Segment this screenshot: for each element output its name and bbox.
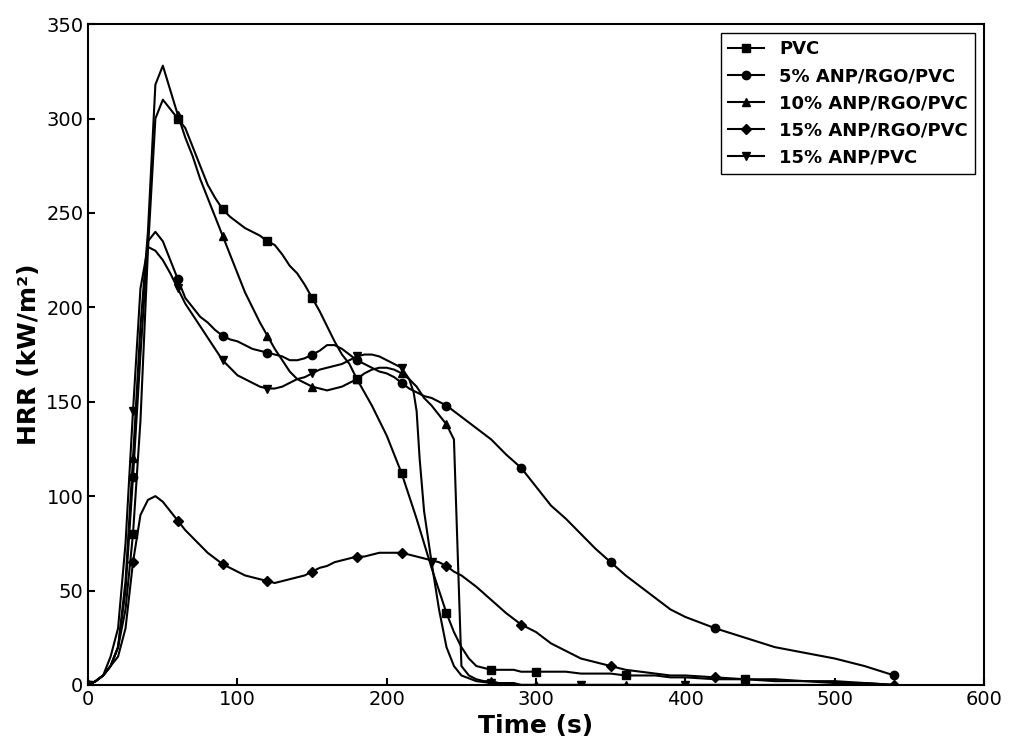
PVC [276, 250, 288, 259]
15% ANP/PVC [186, 310, 199, 319]
5% ANP/RGO/PVC [269, 350, 281, 359]
5% ANP/RGO/PVC [83, 680, 95, 689]
15% ANP/RGO/PVC [269, 578, 281, 587]
15% ANP/PVC [119, 539, 131, 548]
15% ANP/RGO/PVC [149, 492, 161, 501]
15% ANP/PVC [142, 242, 154, 251]
PVC [889, 680, 901, 689]
PVC [500, 665, 513, 674]
15% ANP/RGO/PVC [209, 554, 221, 563]
Line: 15% ANP/RGO/PVC: 15% ANP/RGO/PVC [85, 493, 898, 689]
PVC [186, 143, 199, 152]
Line: 10% ANP/RGO/PVC: 10% ANP/RGO/PVC [84, 62, 899, 689]
15% ANP/PVC [381, 356, 393, 365]
10% ANP/RGO/PVC [889, 680, 901, 689]
15% ANP/RGO/PVC [889, 680, 901, 689]
5% ANP/RGO/PVC [359, 359, 371, 368]
10% ANP/RGO/PVC [276, 356, 288, 365]
15% ANP/RGO/PVC [83, 680, 95, 689]
15% ANP/PVC [261, 384, 273, 393]
5% ANP/RGO/PVC [649, 593, 661, 602]
Line: PVC: PVC [84, 96, 899, 689]
15% ANP/PVC [739, 680, 751, 689]
Line: 5% ANP/RGO/PVC: 5% ANP/RGO/PVC [84, 228, 899, 689]
15% ANP/RGO/PVC [620, 665, 632, 674]
5% ANP/RGO/PVC [709, 624, 721, 633]
Y-axis label: HRR (kW/m²): HRR (kW/m²) [16, 263, 41, 445]
15% ANP/RGO/PVC [359, 552, 371, 561]
5% ANP/RGO/PVC [889, 671, 901, 680]
Legend: PVC, 5% ANP/RGO/PVC, 10% ANP/RGO/PVC, 15% ANP/RGO/PVC, 15% ANP/PVC: PVC, 5% ANP/RGO/PVC, 10% ANP/RGO/PVC, 15… [721, 33, 975, 174]
10% ANP/RGO/PVC [83, 680, 95, 689]
15% ANP/PVC [254, 382, 266, 391]
10% ANP/RGO/PVC [157, 61, 169, 70]
10% ANP/RGO/PVC [336, 382, 348, 391]
5% ANP/RGO/PVC [209, 325, 221, 334]
PVC [381, 431, 393, 440]
Line: 15% ANP/PVC: 15% ANP/PVC [84, 243, 749, 689]
PVC [157, 95, 169, 104]
PVC [119, 605, 131, 614]
15% ANP/PVC [83, 680, 95, 689]
PVC [83, 680, 95, 689]
5% ANP/RGO/PVC [620, 571, 632, 580]
10% ANP/RGO/PVC [381, 363, 393, 372]
15% ANP/RGO/PVC [649, 669, 661, 678]
15% ANP/PVC [709, 680, 721, 689]
X-axis label: Time (s): Time (s) [479, 714, 594, 738]
PVC [336, 350, 348, 359]
5% ANP/RGO/PVC [149, 227, 161, 236]
10% ANP/RGO/PVC [500, 679, 513, 688]
10% ANP/RGO/PVC [186, 152, 199, 161]
10% ANP/RGO/PVC [119, 577, 131, 586]
15% ANP/RGO/PVC [709, 673, 721, 682]
